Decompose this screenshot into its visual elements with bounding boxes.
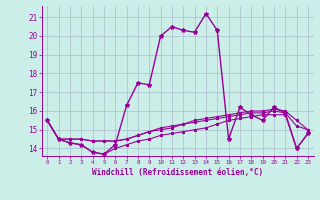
X-axis label: Windchill (Refroidissement éolien,°C): Windchill (Refroidissement éolien,°C) [92, 168, 263, 177]
